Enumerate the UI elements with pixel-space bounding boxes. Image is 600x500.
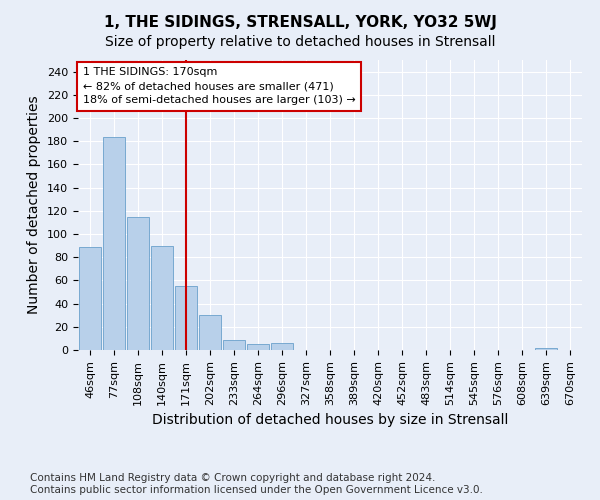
Text: Contains HM Land Registry data © Crown copyright and database right 2024.
Contai: Contains HM Land Registry data © Crown c… xyxy=(30,474,483,495)
Text: 1, THE SIDINGS, STRENSALL, YORK, YO32 5WJ: 1, THE SIDINGS, STRENSALL, YORK, YO32 5W… xyxy=(104,15,496,30)
Bar xyxy=(199,315,221,350)
Bar xyxy=(223,340,245,350)
Text: 1 THE SIDINGS: 170sqm
← 82% of detached houses are smaller (471)
18% of semi-det: 1 THE SIDINGS: 170sqm ← 82% of detached … xyxy=(83,67,356,106)
Bar xyxy=(271,343,293,350)
Bar xyxy=(535,348,557,350)
Text: Size of property relative to detached houses in Strensall: Size of property relative to detached ho… xyxy=(105,35,495,49)
Bar xyxy=(79,247,101,350)
Bar xyxy=(103,136,125,350)
Bar xyxy=(127,216,149,350)
X-axis label: Distribution of detached houses by size in Strensall: Distribution of detached houses by size … xyxy=(152,413,508,427)
Bar xyxy=(151,246,173,350)
Y-axis label: Number of detached properties: Number of detached properties xyxy=(28,96,41,314)
Bar xyxy=(175,286,197,350)
Bar xyxy=(247,344,269,350)
